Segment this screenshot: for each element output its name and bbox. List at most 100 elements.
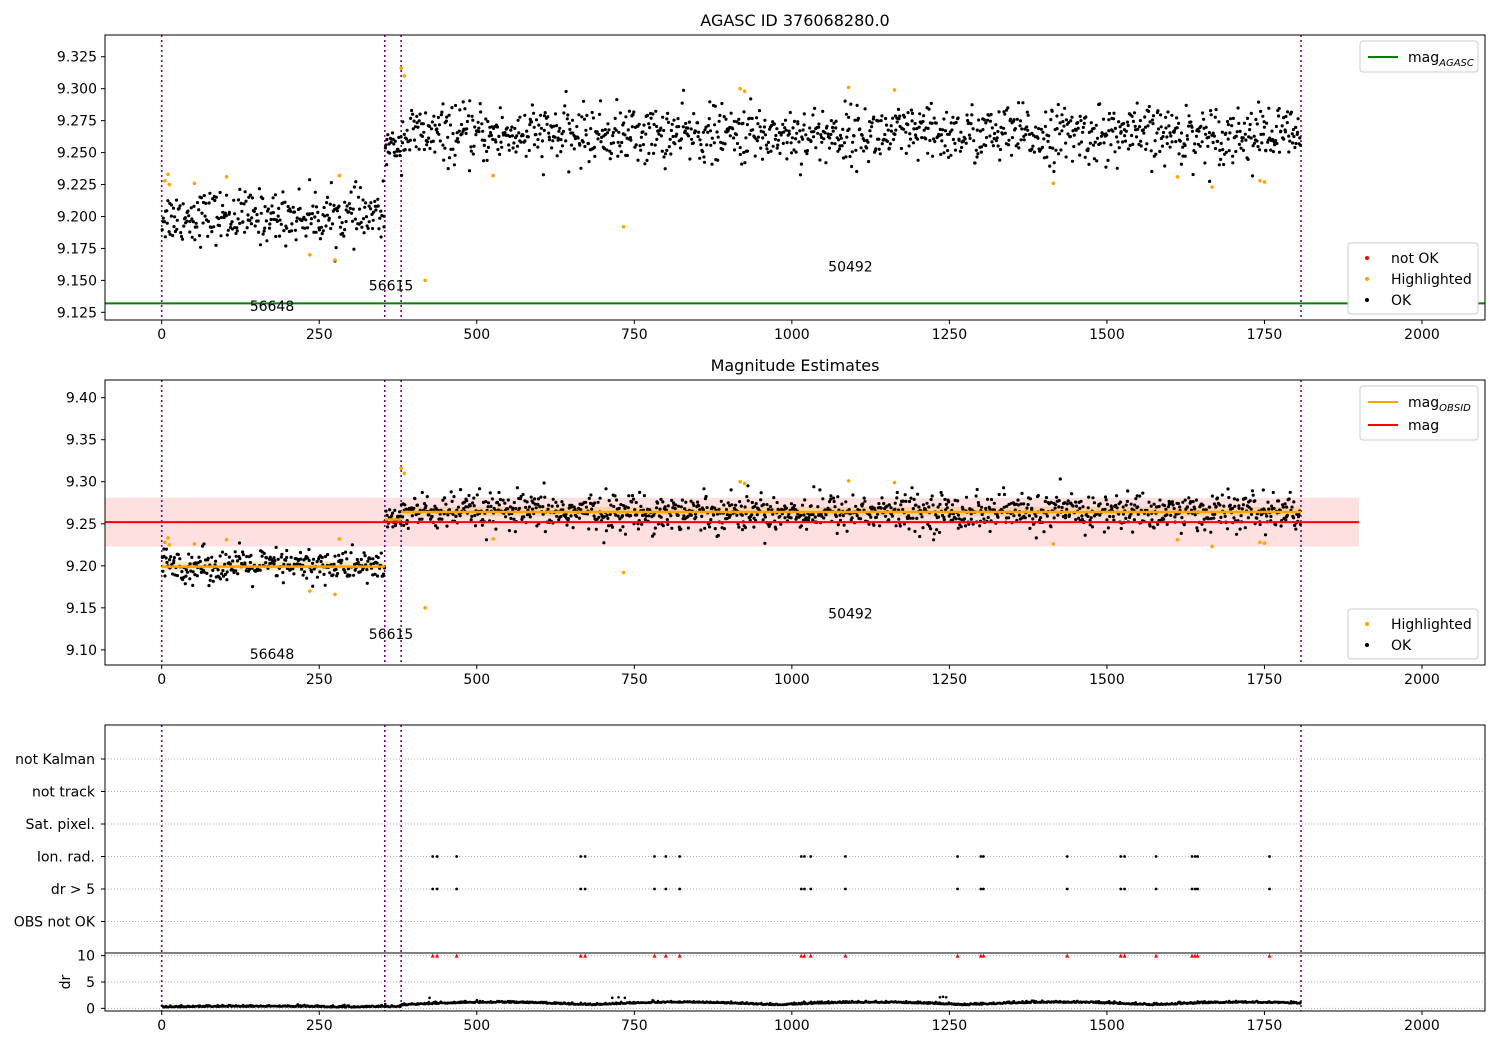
ok-point bbox=[918, 112, 921, 115]
ok-point bbox=[1026, 129, 1029, 132]
ok-point bbox=[320, 560, 323, 563]
ok-point bbox=[236, 559, 239, 562]
ok-point bbox=[349, 207, 352, 210]
ok-point bbox=[374, 208, 377, 211]
ok-point bbox=[609, 157, 612, 160]
highlighted-point bbox=[847, 86, 851, 90]
ok-point bbox=[774, 138, 777, 141]
ok-point bbox=[754, 155, 757, 158]
ok-point bbox=[889, 142, 892, 145]
ok-point bbox=[294, 229, 297, 232]
ok-point bbox=[552, 125, 555, 128]
ok-point bbox=[165, 548, 168, 551]
ok-point bbox=[173, 556, 176, 559]
ok-point bbox=[950, 121, 953, 124]
ok-point bbox=[921, 120, 924, 123]
ok-point bbox=[385, 163, 388, 166]
ok-point bbox=[679, 146, 682, 149]
ok-point bbox=[190, 206, 193, 209]
x-tick-label: 0 bbox=[157, 1018, 166, 1034]
ok-point bbox=[368, 220, 371, 223]
ok-point bbox=[732, 136, 735, 139]
ok-point bbox=[623, 133, 626, 136]
ok-point bbox=[226, 233, 229, 236]
ok-point bbox=[635, 501, 638, 504]
ok-point bbox=[793, 504, 796, 507]
ok-point bbox=[609, 513, 612, 516]
ok-point bbox=[1217, 120, 1220, 123]
ok-point bbox=[918, 535, 921, 538]
ok-point bbox=[1249, 499, 1252, 502]
ok-point bbox=[324, 224, 327, 227]
ok-point bbox=[896, 120, 899, 123]
ok-point bbox=[1118, 146, 1121, 149]
ok-point bbox=[851, 141, 854, 144]
ok-point bbox=[207, 220, 210, 223]
ok-point bbox=[204, 202, 207, 205]
ok-point bbox=[451, 500, 454, 503]
ok-point bbox=[799, 514, 802, 517]
ok-point bbox=[551, 505, 554, 508]
ok-point bbox=[975, 494, 978, 497]
ok-point bbox=[1180, 163, 1183, 166]
highlighted-point bbox=[167, 183, 171, 187]
ok-point bbox=[952, 138, 955, 141]
x-tick-label: 2000 bbox=[1404, 327, 1440, 343]
ok-point bbox=[1131, 531, 1134, 534]
ok-point bbox=[494, 528, 497, 531]
ok-point bbox=[597, 133, 600, 136]
dr-clipped-marker bbox=[1267, 954, 1271, 958]
ok-point bbox=[341, 221, 344, 224]
ok-point bbox=[559, 150, 562, 153]
ok-point bbox=[411, 514, 414, 517]
ok-point bbox=[422, 122, 425, 125]
ok-point bbox=[882, 502, 885, 505]
ok-point bbox=[1164, 116, 1167, 119]
ok-point bbox=[668, 145, 671, 148]
ok-point bbox=[1261, 115, 1264, 118]
highlighted-point bbox=[167, 543, 171, 547]
ok-point bbox=[380, 235, 383, 238]
ok-point bbox=[221, 204, 224, 207]
ok-point bbox=[1292, 500, 1295, 503]
ok-point bbox=[601, 129, 604, 132]
ok-point bbox=[583, 118, 586, 121]
ok-point bbox=[352, 208, 355, 211]
ok-point bbox=[345, 557, 348, 560]
ok-point bbox=[643, 162, 646, 165]
ok-point bbox=[394, 140, 397, 143]
ok-point bbox=[749, 97, 752, 100]
ok-point bbox=[665, 117, 668, 120]
ok-point bbox=[400, 174, 403, 177]
ok-point bbox=[1076, 121, 1079, 124]
ok-point bbox=[207, 557, 210, 560]
ok-point bbox=[1226, 120, 1229, 123]
ok-point bbox=[491, 497, 494, 500]
ok-point bbox=[473, 504, 476, 507]
ok-point bbox=[813, 107, 816, 110]
ok-point bbox=[1265, 515, 1268, 518]
ok-point bbox=[837, 138, 840, 141]
ok-point bbox=[959, 131, 962, 134]
ok-point bbox=[661, 500, 664, 503]
ok-point bbox=[251, 196, 254, 199]
ok-point bbox=[729, 134, 732, 137]
ok-point bbox=[1244, 526, 1247, 529]
flag-event-point bbox=[1155, 855, 1158, 858]
ok-point bbox=[1084, 156, 1087, 159]
ok-point bbox=[674, 507, 677, 510]
ok-point bbox=[720, 500, 723, 503]
highlighted-point bbox=[491, 174, 495, 178]
ok-point bbox=[998, 159, 1001, 162]
ok-point bbox=[1116, 140, 1119, 143]
ok-point bbox=[994, 123, 997, 126]
ok-point bbox=[467, 494, 470, 497]
flag-event-point bbox=[664, 888, 667, 891]
ok-point bbox=[990, 498, 993, 501]
ok-point bbox=[467, 114, 470, 117]
ok-point bbox=[1048, 146, 1051, 149]
ok-point bbox=[976, 488, 979, 491]
ok-point bbox=[1105, 498, 1108, 501]
highlighted-point bbox=[491, 537, 495, 541]
